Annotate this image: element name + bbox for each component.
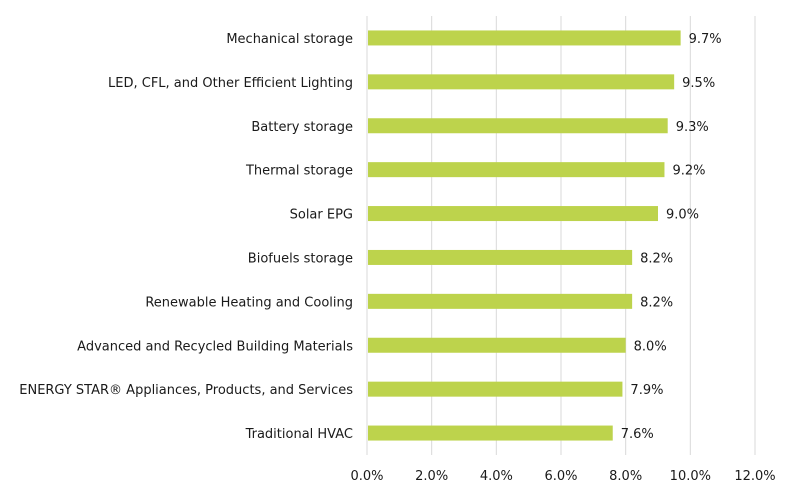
data-label: 9.2% <box>672 164 705 179</box>
category-labels: Mechanical storage LED, CFL, and Other Ef… <box>19 32 353 442</box>
data-label: 9.7% <box>689 32 722 47</box>
x-tick-label: 10.0% <box>670 469 711 484</box>
bar <box>368 30 681 46</box>
value-labels: 9.7% 9.5% 9.3% 9.2% 9.0% 8.2% 8.2% 8.0% 7.9% 7.6% <box>621 32 722 442</box>
bar <box>368 162 665 178</box>
category-label: Solar EPG <box>290 208 353 223</box>
bar <box>368 206 658 222</box>
category-label: Thermal storage <box>245 164 353 179</box>
category-label: Biofuels storage <box>248 251 353 266</box>
bar <box>368 293 633 309</box>
bar <box>368 337 626 353</box>
category-label: ENERGY STAR® Appliances, Products, and S… <box>19 383 353 398</box>
category-label: Renewable Heating and Cooling <box>145 295 353 310</box>
x-tick-label: 8.0% <box>609 469 642 484</box>
bar <box>368 249 633 265</box>
x-tick-label: 12.0% <box>734 469 775 484</box>
category-label: LED, CFL, and Other Efficient Lighting <box>108 76 353 91</box>
bar <box>368 74 675 90</box>
category-label: Battery storage <box>251 120 353 135</box>
category-label: Traditional HVAC <box>245 427 353 442</box>
data-label: 8.2% <box>640 295 673 310</box>
data-label: 9.5% <box>682 76 715 91</box>
data-label: 9.0% <box>666 208 699 223</box>
bars <box>368 30 681 441</box>
bar <box>368 118 668 134</box>
bar <box>368 381 623 397</box>
data-label: 8.2% <box>640 251 673 266</box>
x-tick-label: 6.0% <box>544 469 577 484</box>
x-tick-label: 0.0% <box>350 469 383 484</box>
bar <box>368 425 613 441</box>
data-label: 7.6% <box>621 427 654 442</box>
x-tick-label: 2.0% <box>415 469 448 484</box>
category-label: Mechanical storage <box>226 32 353 47</box>
data-label: 7.9% <box>630 383 663 398</box>
data-label: 8.0% <box>634 339 667 354</box>
x-tick-label: 4.0% <box>480 469 513 484</box>
x-tick-labels: 0.0% 2.0% 4.0% 6.0% 8.0% 10.0% 12.0% <box>350 469 775 484</box>
category-label: Advanced and Recycled Building Materials <box>77 339 353 354</box>
data-label: 9.3% <box>676 120 709 135</box>
